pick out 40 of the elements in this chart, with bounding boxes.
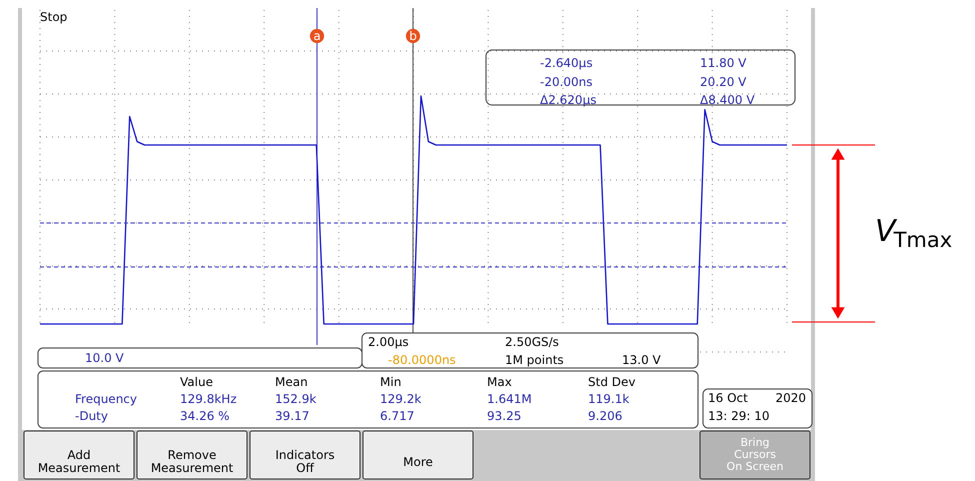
text: Stop <box>40 10 68 24</box>
text: -Duty <box>75 409 108 423</box>
text: 129.8kHz <box>180 392 237 406</box>
text: 1M points <box>505 353 564 367</box>
text: Value <box>180 375 213 389</box>
text: 2.50GS/s <box>505 335 559 349</box>
text: 152.9k <box>275 392 316 406</box>
text: 119.1k <box>588 392 630 406</box>
text: 20.20 V <box>700 75 748 89</box>
annotation: Δ8.400 V <box>700 93 756 107</box>
text: Remove Measurement <box>150 448 234 475</box>
text: -2.640µs <box>540 56 593 70</box>
text: 13: 29: 10 <box>708 409 770 423</box>
text: 10.0 V <box>85 351 125 365</box>
text: Std Dev <box>588 375 636 389</box>
text: Bring Cursors On Screen <box>726 436 784 473</box>
text: Add Measurement <box>38 448 120 475</box>
text: Mean <box>275 375 308 389</box>
text: 13.0 V <box>622 353 662 367</box>
text: a <box>313 29 321 43</box>
text: 2.00µs <box>368 335 409 349</box>
text: 1.641M <box>487 392 532 406</box>
text: 34.26 % <box>180 409 230 423</box>
text: Indicators Off <box>275 448 335 475</box>
text: Min <box>380 375 402 389</box>
text: 2020 <box>775 391 806 405</box>
text: Max <box>487 375 512 389</box>
text: -20.00ns <box>540 75 593 89</box>
text: 39.17 <box>275 409 310 423</box>
text: b <box>409 29 417 43</box>
text: 16 Oct <box>708 391 748 405</box>
annotation: Δ2.620µs <box>540 93 596 107</box>
text: 129.2k <box>380 392 422 406</box>
text: 9.206 <box>588 409 622 423</box>
text: 6.717 <box>380 409 414 423</box>
text: 11.80 V <box>700 56 748 70</box>
text: Frequency <box>75 392 137 406</box>
text: 93.25 <box>487 409 522 423</box>
text: -80.0000ns <box>388 353 456 367</box>
text: More <box>403 455 433 469</box>
